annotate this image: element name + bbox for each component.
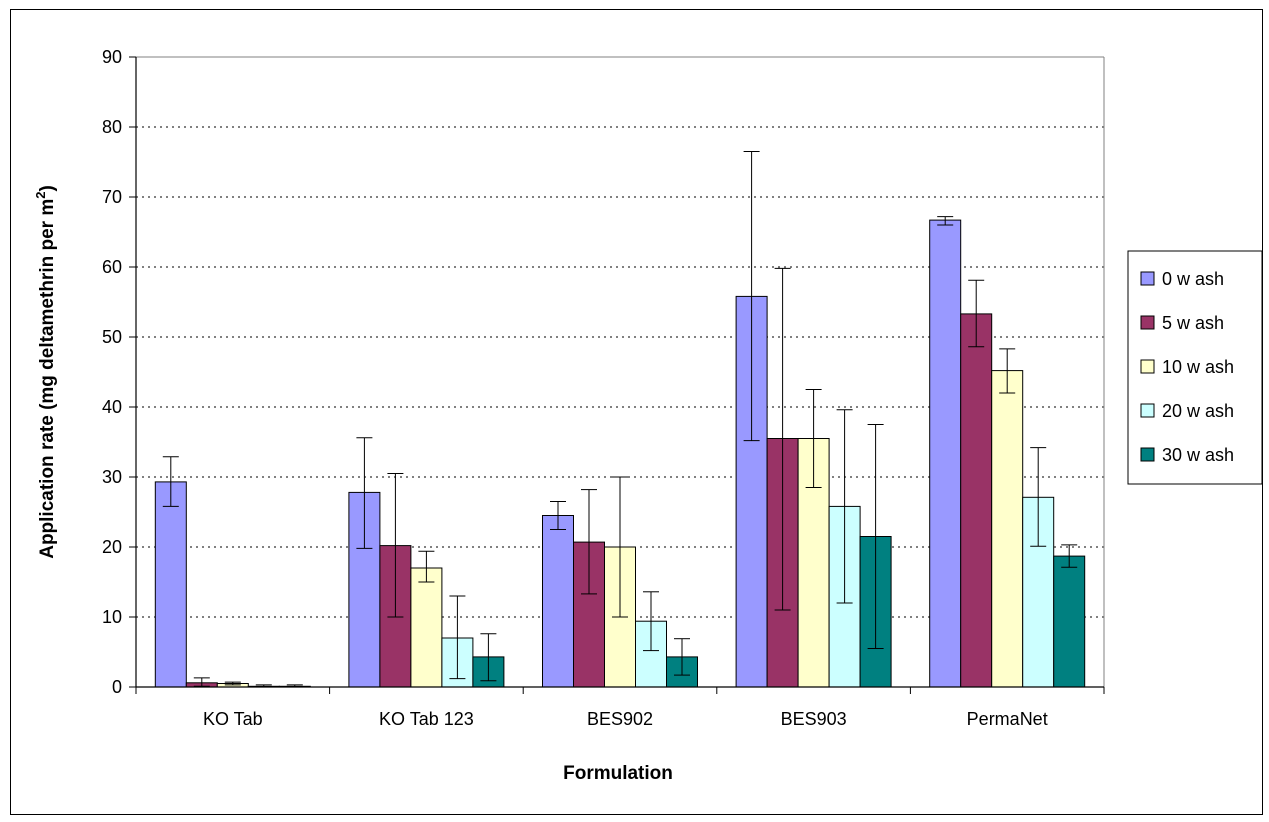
axes	[129, 56, 1105, 694]
tick-labels: 0 10 20 30 40 50 60 70 80 90 KO Tab KO Tab 123 BES90…	[102, 47, 1048, 729]
y-tick-label: 60	[102, 257, 122, 277]
y-tick-label: 10	[102, 607, 122, 627]
y-tick-label: 50	[102, 327, 122, 347]
legend-swatch	[1140, 271, 1155, 286]
bar	[542, 515, 574, 688]
bar	[991, 370, 1024, 688]
legend-label: 30 w ash	[1162, 445, 1234, 465]
legend-swatch	[1140, 359, 1155, 374]
legend-swatch	[1140, 447, 1155, 462]
x-tick-label: BES903	[781, 709, 847, 729]
y-tick-label: 90	[102, 47, 122, 67]
x-tick-label: PermaNet	[967, 709, 1048, 729]
legend-label: 10 w ash	[1162, 357, 1234, 377]
legend-swatch	[1140, 315, 1155, 330]
legend-label: 5 w ash	[1162, 313, 1224, 333]
y-tick-label: 20	[102, 537, 122, 557]
y-tick-label: 80	[102, 117, 122, 137]
x-tick-label: KO Tab	[203, 709, 263, 729]
y-tick-label: 30	[102, 467, 122, 487]
bar	[1053, 555, 1086, 688]
legend: 0 w ash 5 w ash 10 w ash 20 w ash 30 w ash	[1127, 250, 1263, 485]
y-tick-label: 70	[102, 187, 122, 207]
legend-swatch	[1140, 403, 1155, 418]
bars	[154, 219, 1086, 688]
x-axis-title: Formulation	[563, 763, 673, 784]
bar	[410, 567, 443, 688]
x-tick-label: BES902	[587, 709, 653, 729]
y-tick-label: 0	[112, 677, 122, 697]
bar	[929, 219, 962, 688]
y-axis-title: Application rate (mg deltamethrin per m2…	[33, 185, 58, 559]
error-bars	[162, 151, 1078, 688]
y-tick-label: 40	[102, 397, 122, 417]
bar	[960, 313, 993, 688]
x-tick-label: KO Tab 123	[379, 709, 474, 729]
bar	[154, 481, 187, 688]
legend-label: 20 w ash	[1162, 401, 1234, 421]
legend-label: 0 w ash	[1162, 269, 1224, 289]
